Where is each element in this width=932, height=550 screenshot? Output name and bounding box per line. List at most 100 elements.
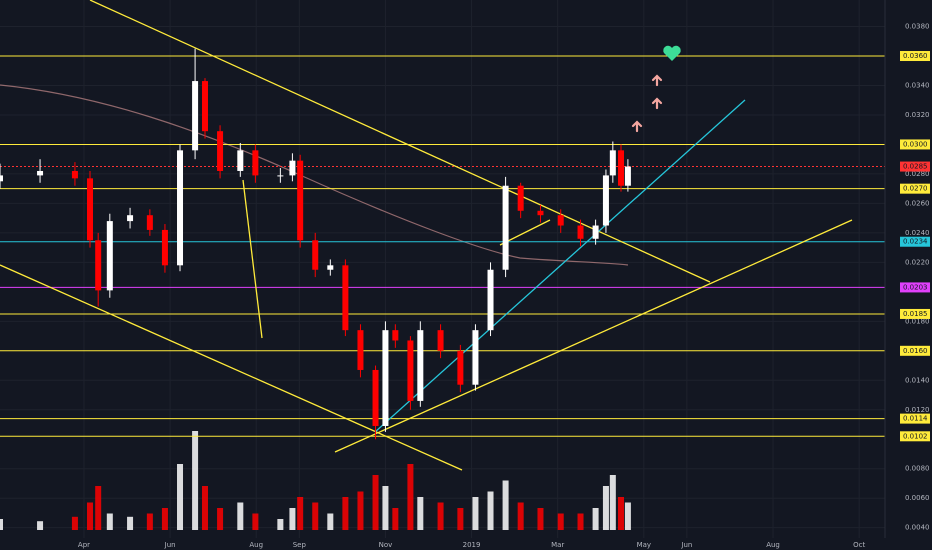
volume-bar xyxy=(557,513,564,530)
candle-body xyxy=(87,178,94,241)
y-tick-label: 0.0340 xyxy=(905,81,930,89)
candle-body xyxy=(372,369,379,426)
trend-line xyxy=(242,179,263,339)
candle-body xyxy=(357,330,364,370)
candle-body xyxy=(392,330,399,341)
x-tick-label: Jun xyxy=(164,541,176,549)
volume-bar xyxy=(437,502,444,530)
volume-bar xyxy=(407,464,414,530)
volume-bar xyxy=(342,497,349,530)
x-tick-label: Mar xyxy=(551,541,564,549)
volume-bar xyxy=(457,508,464,530)
volume-bar xyxy=(277,519,284,530)
x-tick-label: 2019 xyxy=(463,541,481,549)
x-tick-label: May xyxy=(637,541,651,549)
x-tick-label: Jun xyxy=(680,541,692,549)
price-tag: 0.0102 xyxy=(900,431,930,442)
volume-bar xyxy=(592,508,599,530)
candle-body xyxy=(472,330,479,385)
trend-line xyxy=(374,99,746,433)
volume-bar xyxy=(297,497,304,530)
candle-body xyxy=(127,215,134,222)
volume-bar xyxy=(289,508,296,530)
candle-body xyxy=(106,221,113,291)
candle-body xyxy=(557,215,564,226)
price-tag: 0.0203 xyxy=(900,282,930,293)
trend-line xyxy=(89,0,711,283)
volume-bar xyxy=(87,502,94,530)
y-tick-label: 0.0220 xyxy=(905,258,930,266)
x-tick-label: Nov xyxy=(379,541,393,549)
candle-body xyxy=(502,185,509,270)
candle-body xyxy=(592,225,599,239)
price-tag-box xyxy=(900,51,930,62)
price-tag-box xyxy=(900,413,930,424)
candles xyxy=(0,48,631,440)
y-tick-label: 0.0120 xyxy=(905,406,930,414)
volume-bar xyxy=(624,502,631,530)
price-tag-label: 0.0270 xyxy=(903,185,928,193)
candle-body xyxy=(382,330,389,426)
volume-bar xyxy=(312,502,319,530)
candle-body xyxy=(252,150,259,176)
candle-body xyxy=(312,240,319,270)
arrow-icon xyxy=(651,97,663,110)
volume-bar xyxy=(252,513,259,530)
x-tick-label: Oct xyxy=(853,541,865,549)
y-tick-label: 0.0240 xyxy=(905,229,930,237)
candle-body xyxy=(342,265,349,331)
volume-bar xyxy=(71,516,78,530)
volume-bar xyxy=(327,513,334,530)
candle-body xyxy=(417,330,424,401)
candle-body xyxy=(327,265,334,270)
price-tag-label: 0.0360 xyxy=(903,52,928,60)
trend-line xyxy=(334,219,853,453)
price-tag-label: 0.0234 xyxy=(903,238,928,246)
trend-lines xyxy=(0,0,853,471)
price-tag-box xyxy=(900,345,930,356)
price-tag-label: 0.0114 xyxy=(903,415,928,423)
y-tick-label: 0.0040 xyxy=(905,524,930,532)
price-tag-label: 0.0285 xyxy=(903,163,928,171)
candle-body xyxy=(487,269,494,331)
y-tick-label: 0.0060 xyxy=(905,494,930,502)
moving-average xyxy=(0,84,629,266)
candle-body xyxy=(237,150,244,171)
candle-body xyxy=(457,350,464,385)
price-axis xyxy=(885,0,932,550)
candle-body xyxy=(201,81,208,132)
volume-bar xyxy=(372,475,379,530)
volume-bar xyxy=(417,497,424,530)
price-tag-label: 0.0203 xyxy=(903,283,928,291)
price-tag-label: 0.0160 xyxy=(903,347,928,355)
candle-body xyxy=(577,225,584,239)
price-tag-box xyxy=(900,161,930,172)
candle-body xyxy=(71,170,78,179)
price-tag-box xyxy=(900,308,930,319)
y-tick-label: 0.0320 xyxy=(905,111,930,119)
y-tick-label: 0.0280 xyxy=(905,170,930,178)
levels xyxy=(0,55,885,437)
volume-bar xyxy=(201,486,208,530)
volume-bar xyxy=(602,486,609,530)
y-tick-label: 0.0260 xyxy=(905,199,930,207)
price-tag-box xyxy=(900,431,930,442)
candle-body xyxy=(602,175,609,226)
volume-pane xyxy=(0,431,631,530)
candle-body xyxy=(146,215,153,230)
price-tag-box xyxy=(900,183,930,194)
candle-body xyxy=(618,150,625,186)
price-tag: 0.0160 xyxy=(900,345,930,356)
candle-body xyxy=(289,160,296,176)
volume-bar xyxy=(127,516,134,530)
heart-icon xyxy=(663,45,681,61)
price-tag-box xyxy=(900,236,930,247)
candle-body xyxy=(517,185,524,211)
candle-body xyxy=(537,210,544,216)
candle-body xyxy=(161,229,168,266)
price-tag-label: 0.0300 xyxy=(903,140,928,148)
volume-bar xyxy=(0,519,3,530)
price-tag: 0.0285 xyxy=(900,161,930,172)
